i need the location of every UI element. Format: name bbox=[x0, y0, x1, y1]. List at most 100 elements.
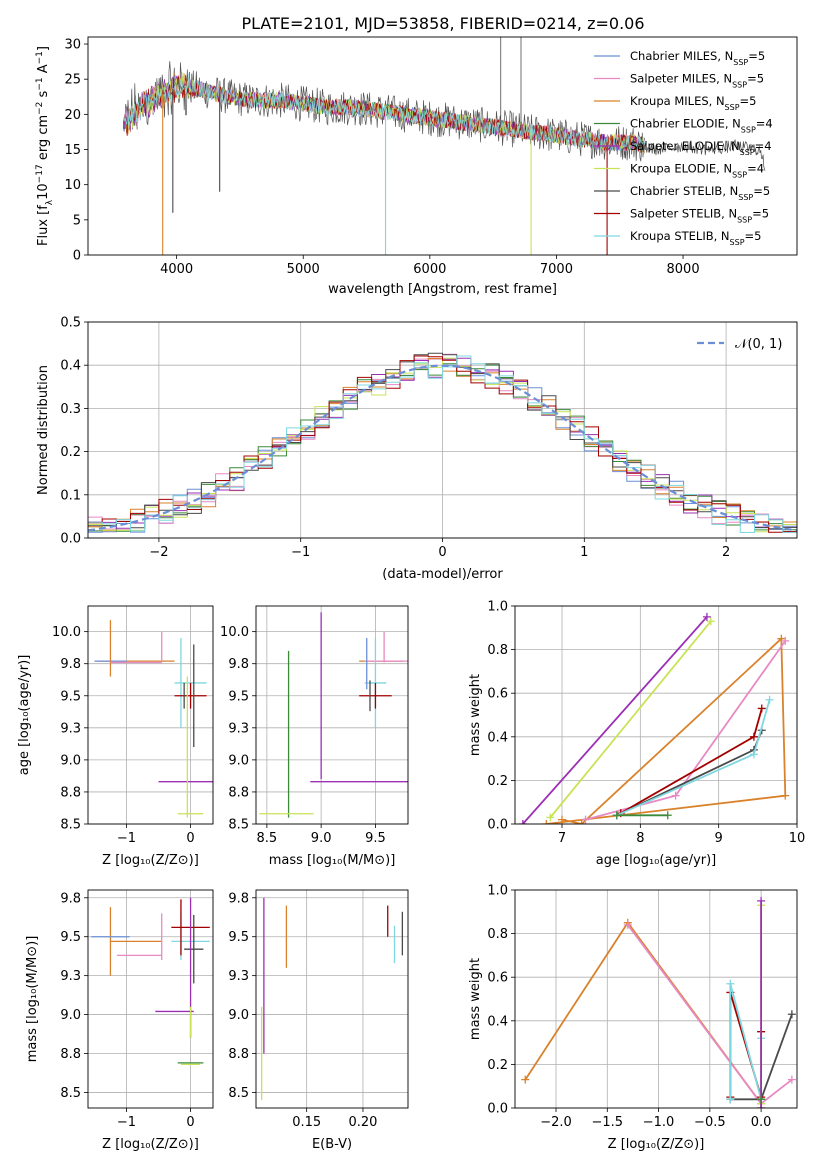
legend-label: Kroupa MILES, NSSP=5 bbox=[630, 94, 756, 112]
plot-area bbox=[518, 612, 790, 824]
y-tick-label: 8.8 bbox=[228, 785, 249, 800]
x-tick-label: 8.5 bbox=[257, 831, 278, 846]
x-axis-label: (data-model)/error bbox=[382, 567, 503, 582]
y-tick-label: 25 bbox=[64, 73, 81, 88]
legend-label-sub: SSP bbox=[733, 58, 748, 67]
y-tick-label: 0.0 bbox=[60, 532, 81, 547]
x-tick-label: 6000 bbox=[413, 262, 446, 277]
y-axis-label: mass weight bbox=[468, 958, 483, 1040]
x-tick-label: 7000 bbox=[540, 262, 573, 277]
panel-residuals: −2 −1 0 1 2 0.0 0.1 0.2 0.3 0.4 0.5 (data-model)/er… bbox=[36, 316, 798, 582]
panel-age_vs_mass: 8.5 9.0 9.5 8.5 8.8 9.0 9.3 9.5 9.8 10.0 mass [log… bbox=[220, 605, 409, 868]
weight-marker bbox=[546, 813, 555, 822]
y-tick-label: 0.0 bbox=[487, 818, 508, 833]
legend-label-eq: =5 bbox=[747, 72, 764, 86]
y-tick-label: 0.2 bbox=[60, 445, 81, 460]
panel-weight_vs_z: −2.0 −1.5 −1.0 −0.5 0.0 0.0 0.2 0.4 0.6 0.8 1.0 Z [… bbox=[468, 884, 798, 1152]
y-tick-label: 9.0 bbox=[228, 1008, 249, 1023]
y-tick-label: 5 bbox=[73, 213, 81, 228]
legend-label-text: Chabrier MILES, N bbox=[630, 49, 733, 63]
y-tick-label: 8.8 bbox=[60, 785, 81, 800]
weight-line-salpeter_elodie bbox=[522, 616, 708, 824]
plot-area bbox=[94, 620, 213, 818]
y-tick-label: 0 bbox=[73, 249, 81, 264]
y-tick-label: 10.0 bbox=[52, 625, 81, 640]
legend-label: Salpeter MILES, NSSP=5 bbox=[630, 72, 764, 90]
y-axis-label-part: −1 bbox=[35, 51, 45, 64]
y-tick-label: 8.5 bbox=[228, 818, 249, 833]
y-tick-label: 1.0 bbox=[487, 884, 508, 899]
spectrum-title: PLATE=2101, MJD=53858, FIBERID=0214, z=0… bbox=[241, 14, 644, 33]
weight-marker bbox=[577, 820, 586, 824]
legend-label: Kroupa ELODIE, NSSP=4 bbox=[630, 162, 764, 180]
y-tick-label: 9.3 bbox=[60, 721, 81, 736]
y-tick-label: 0.1 bbox=[60, 488, 81, 503]
legend-label-eq: =5 bbox=[752, 207, 769, 221]
x-axis-label: mass [log₁₀(M/M⊙)] bbox=[269, 853, 396, 868]
x-tick-label: −1 bbox=[117, 1115, 136, 1130]
y-axis-label-part: A bbox=[36, 64, 51, 77]
axes-frame bbox=[255, 889, 409, 1109]
y-tick-label: 9.0 bbox=[60, 1008, 81, 1023]
legend-label: Kroupa STELIB, NSSP=5 bbox=[630, 229, 761, 247]
x-tick-label: 0.15 bbox=[292, 1115, 321, 1130]
y-tick-label: 0.4 bbox=[487, 730, 508, 745]
y-tick-label: 10.0 bbox=[220, 625, 249, 640]
x-tick-label: −2 bbox=[149, 545, 168, 560]
legend-label: Salpeter STELIB, NSSP=5 bbox=[630, 207, 769, 225]
legend-label: Chabrier MILES, NSSP=5 bbox=[630, 49, 765, 67]
y-tick-label: 8.5 bbox=[60, 818, 81, 833]
y-axis-label: mass [log₁₀(M/M⊙)] bbox=[25, 936, 40, 1063]
x-tick-label: 8000 bbox=[667, 262, 700, 277]
y-tick-label: 9.3 bbox=[60, 969, 81, 984]
weight-marker bbox=[518, 820, 527, 824]
y-axis-label-part: erg cm bbox=[36, 115, 51, 164]
y-axis-label: Normed distribution bbox=[36, 365, 51, 495]
axes-frame bbox=[255, 605, 409, 825]
y-tick-label: 9.3 bbox=[228, 721, 249, 736]
histogram-kroupa_stelib bbox=[88, 355, 797, 533]
spectrum-model-salpeter_elodie bbox=[123, 74, 645, 153]
weight-marker bbox=[757, 704, 766, 713]
x-tick-label: −2.0 bbox=[540, 1115, 572, 1130]
legend-label-eq: =5 bbox=[748, 49, 765, 63]
y-tick-label: 0.8 bbox=[487, 643, 508, 658]
legend-label-eq: =5 bbox=[745, 229, 762, 243]
x-tick-label: 10 bbox=[789, 831, 806, 846]
legend-label-text: Salpeter STELIB, N bbox=[630, 207, 737, 221]
legend-label-sub: SSP bbox=[737, 215, 752, 224]
legend-label-sub: SSP bbox=[732, 170, 747, 179]
legend-label-text: Kroupa ELODIE, N bbox=[630, 162, 732, 176]
y-axis-label: age [log₁₀(age/yr)] bbox=[17, 655, 32, 776]
legend-label-sub: SSP bbox=[738, 193, 753, 202]
x-axis-label: Z [log₁₀(Z/Z⊙)] bbox=[608, 1137, 705, 1152]
y-axis-label-part: −1 bbox=[35, 77, 45, 90]
y-tick-label: 9.5 bbox=[228, 930, 249, 945]
x-axis-label: Z [log₁₀(Z/Z⊙)] bbox=[102, 853, 199, 868]
legend-label-sub: SSP bbox=[740, 148, 755, 157]
x-tick-label: 9.0 bbox=[311, 831, 332, 846]
y-tick-label: 8.5 bbox=[60, 1086, 81, 1101]
x-tick-label: 7 bbox=[558, 831, 566, 846]
axes-frame bbox=[514, 889, 798, 1109]
weight-marker bbox=[757, 896, 766, 905]
legend-label-sub: SSP bbox=[741, 125, 756, 134]
legend-label-text: Chabrier STELIB, N bbox=[630, 184, 738, 198]
y-tick-label: 0.4 bbox=[487, 1014, 508, 1029]
legend-label-eq: =4 bbox=[747, 162, 764, 176]
x-tick-label: 8 bbox=[636, 831, 644, 846]
x-tick-label: 0.0 bbox=[751, 1115, 772, 1130]
y-axis-label-part: s bbox=[36, 90, 51, 101]
weight-marker bbox=[521, 1075, 530, 1084]
y-tick-label: 9.5 bbox=[60, 689, 81, 704]
panel-spectrum: 4000 5000 6000 7000 8000 0 5 10 15 20 25 30 waveleng… bbox=[35, 36, 798, 297]
legend-label-eq: =5 bbox=[740, 94, 757, 108]
histogram-chabrier_stelib bbox=[88, 352, 797, 530]
y-tick-label: 10 bbox=[64, 178, 81, 193]
histogram-salpeter_stelib bbox=[88, 355, 797, 533]
x-tick-label: 1 bbox=[580, 545, 588, 560]
weight-marker bbox=[787, 1010, 796, 1019]
y-axis-label-part: 10 bbox=[36, 183, 51, 200]
x-axis-label: age [log₁₀(age/yr)] bbox=[596, 853, 717, 868]
